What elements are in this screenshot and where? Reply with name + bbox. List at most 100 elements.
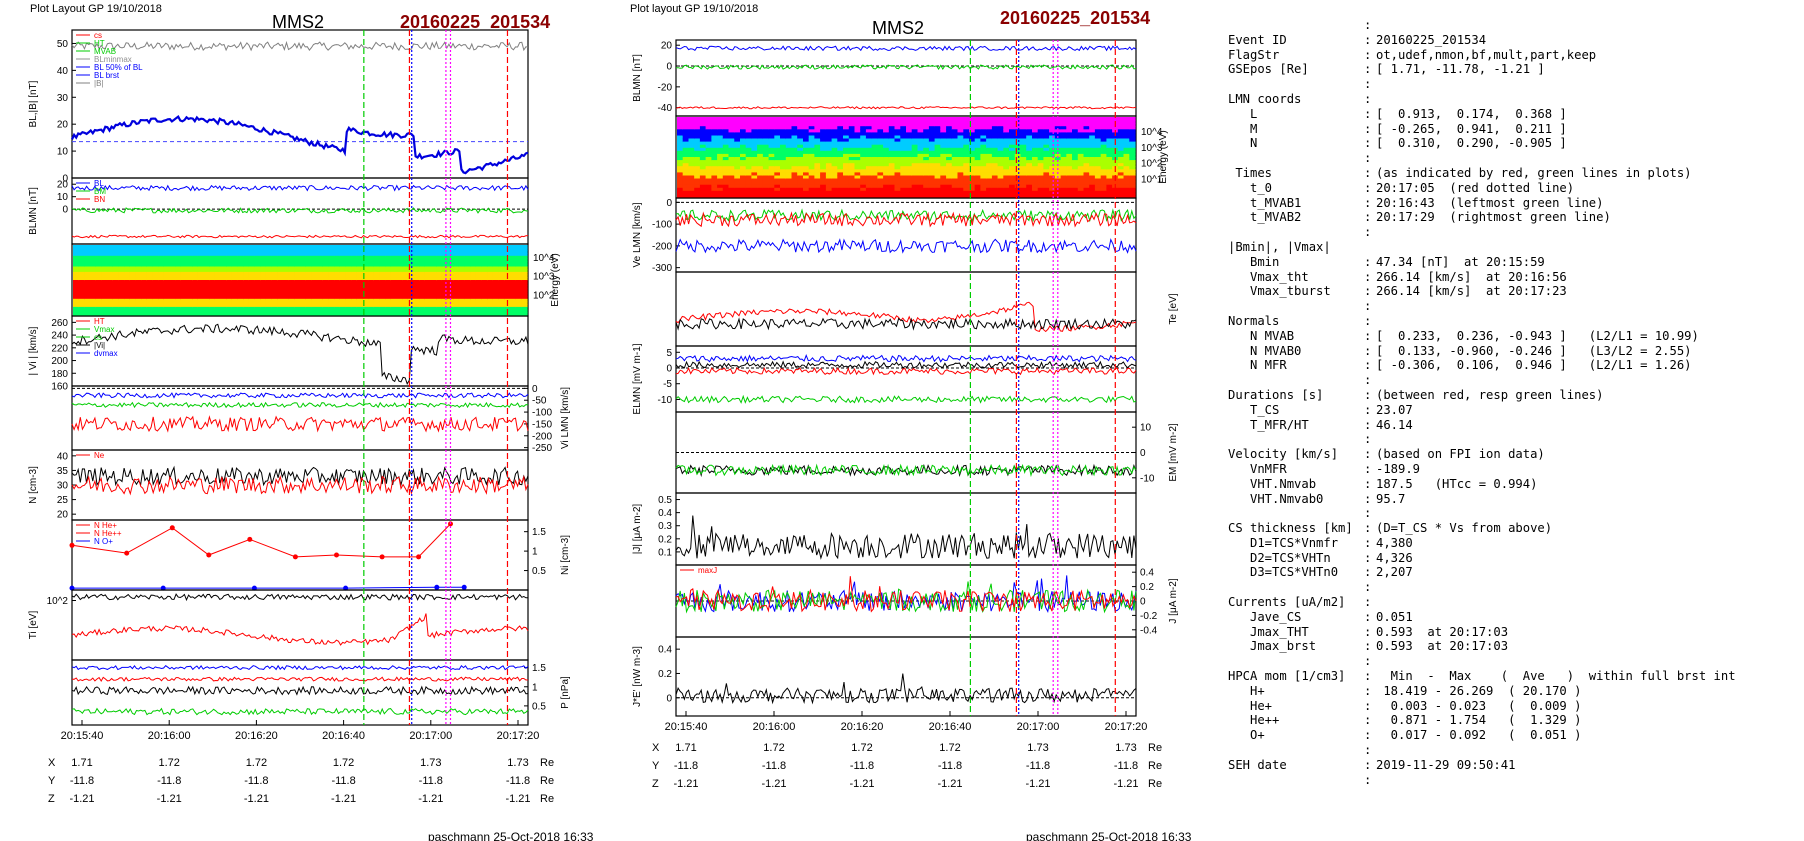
heatmap-cell (820, 138, 827, 143)
heatmap-cell (396, 271, 403, 276)
heatmap-cell (1117, 163, 1125, 167)
heatmap-cell (877, 190, 884, 195)
heatmap-cell (837, 169, 844, 173)
heatmap-cell (1106, 126, 1113, 130)
heatmap-cell (163, 304, 171, 308)
heatmap-cell (699, 184, 707, 189)
heatmap-cell (180, 301, 188, 305)
heatmap-cell (705, 138, 712, 143)
heatmap-cell (78, 271, 85, 276)
heatmap-cell (95, 258, 102, 262)
heatmap-cell (521, 250, 528, 254)
heatmap-cell (322, 247, 329, 251)
heatmap-cell (135, 250, 142, 254)
heatmap-cell (1106, 117, 1113, 121)
heatmap-cell (728, 135, 735, 140)
heatmap-cell (854, 166, 861, 170)
heatmap-cell (722, 147, 730, 152)
heatmap-cell (1077, 138, 1085, 143)
heatmap-cell (1072, 166, 1079, 170)
info-key: He++ (1228, 713, 1280, 728)
heatmap-cell (152, 263, 159, 268)
heatmap-cell (283, 255, 290, 260)
heatmap-cell (1014, 153, 1022, 158)
heatmap-cell (757, 129, 764, 133)
heatmap-cell (711, 187, 718, 192)
heatmap-cell (135, 290, 142, 295)
heatmap-cell (894, 120, 901, 124)
heatmap-cell (740, 144, 747, 149)
heatmap-cell (129, 245, 137, 249)
heatmap-cell (1009, 144, 1016, 149)
heatmap-cell (883, 117, 890, 121)
heatmap-cell (407, 298, 415, 303)
heatmap-cell (1123, 160, 1130, 164)
heatmap-cell (688, 150, 695, 155)
heatmap-cell (243, 255, 250, 260)
heatmap-cell (107, 274, 114, 278)
heatmap-cell (209, 274, 216, 278)
heatmap-cell (141, 250, 148, 254)
heatmap-cell (980, 135, 987, 140)
heatmap-cell (305, 293, 312, 297)
heatmap-cell (464, 288, 471, 292)
heatmap-cell (940, 190, 947, 195)
heatmap-cell (825, 184, 833, 189)
heatmap-cell (688, 160, 695, 164)
mid-event-title: 20160225_201534 (1000, 8, 1150, 28)
heatmap-cell (436, 290, 443, 295)
mid-panel-6: 100-10 EM [mV m-2] (675, 411, 1179, 494)
heatmap-cell (740, 193, 747, 198)
heatmap-cell (1083, 135, 1090, 140)
heatmap-cell (362, 285, 369, 289)
heatmap-cell (288, 290, 295, 295)
heatmap-cell (1129, 132, 1136, 137)
heatmap-cell (1106, 178, 1113, 183)
heatmap-cell (254, 253, 261, 257)
heatmap-cell (717, 181, 724, 186)
heatmap-cell (808, 150, 815, 155)
heatmap-cell (1094, 129, 1102, 133)
heatmap-cell (757, 160, 764, 164)
heatmap-cell (317, 274, 324, 278)
heatmap-cell (1026, 138, 1033, 143)
heatmap-cell (180, 253, 188, 257)
heatmap-cell (883, 126, 890, 130)
heatmap-cell (808, 141, 815, 146)
heatmap-cell (848, 169, 856, 173)
info-value: 20:17:29 (rightmost green line) (1376, 210, 1611, 225)
heatmap-cell (831, 181, 838, 186)
heatmap-cell (1054, 169, 1062, 173)
heatmap-cell (865, 160, 873, 164)
heatmap-cell (963, 123, 970, 127)
series-line (676, 64, 1137, 70)
heatmap-cell (192, 271, 199, 276)
heatmap-cell (305, 280, 312, 284)
heatmap-cell (101, 285, 108, 289)
heatmap-cell (911, 129, 918, 133)
heatmap-cell (169, 258, 176, 262)
heatmap-cell (203, 245, 210, 249)
heatmap-cell (487, 298, 494, 303)
heatmap-cell (705, 117, 712, 121)
info-key: Jmax_brst (1228, 639, 1317, 654)
heatmap-cell (820, 126, 827, 130)
heatmap-cell (271, 282, 278, 286)
heatmap-cell (1003, 184, 1010, 189)
heatmap-cell (991, 169, 999, 173)
heatmap-cell (888, 153, 896, 158)
heatmap-cell (740, 153, 747, 158)
heatmap-cell (209, 298, 216, 303)
heatmap-cell (470, 253, 477, 257)
heatmap-cell (124, 277, 131, 281)
heatmap-cell (860, 172, 867, 177)
heatmap-cell (991, 144, 999, 149)
heatmap-cell (481, 277, 488, 281)
heatmap-cell (751, 163, 758, 167)
heatmap-cell (464, 306, 471, 311)
heatmap-cell (141, 312, 148, 316)
heatmap-cell (152, 269, 159, 273)
heatmap-cell (717, 190, 724, 195)
y-tick-label: 1 (532, 547, 538, 558)
heatmap-cell (694, 181, 701, 186)
